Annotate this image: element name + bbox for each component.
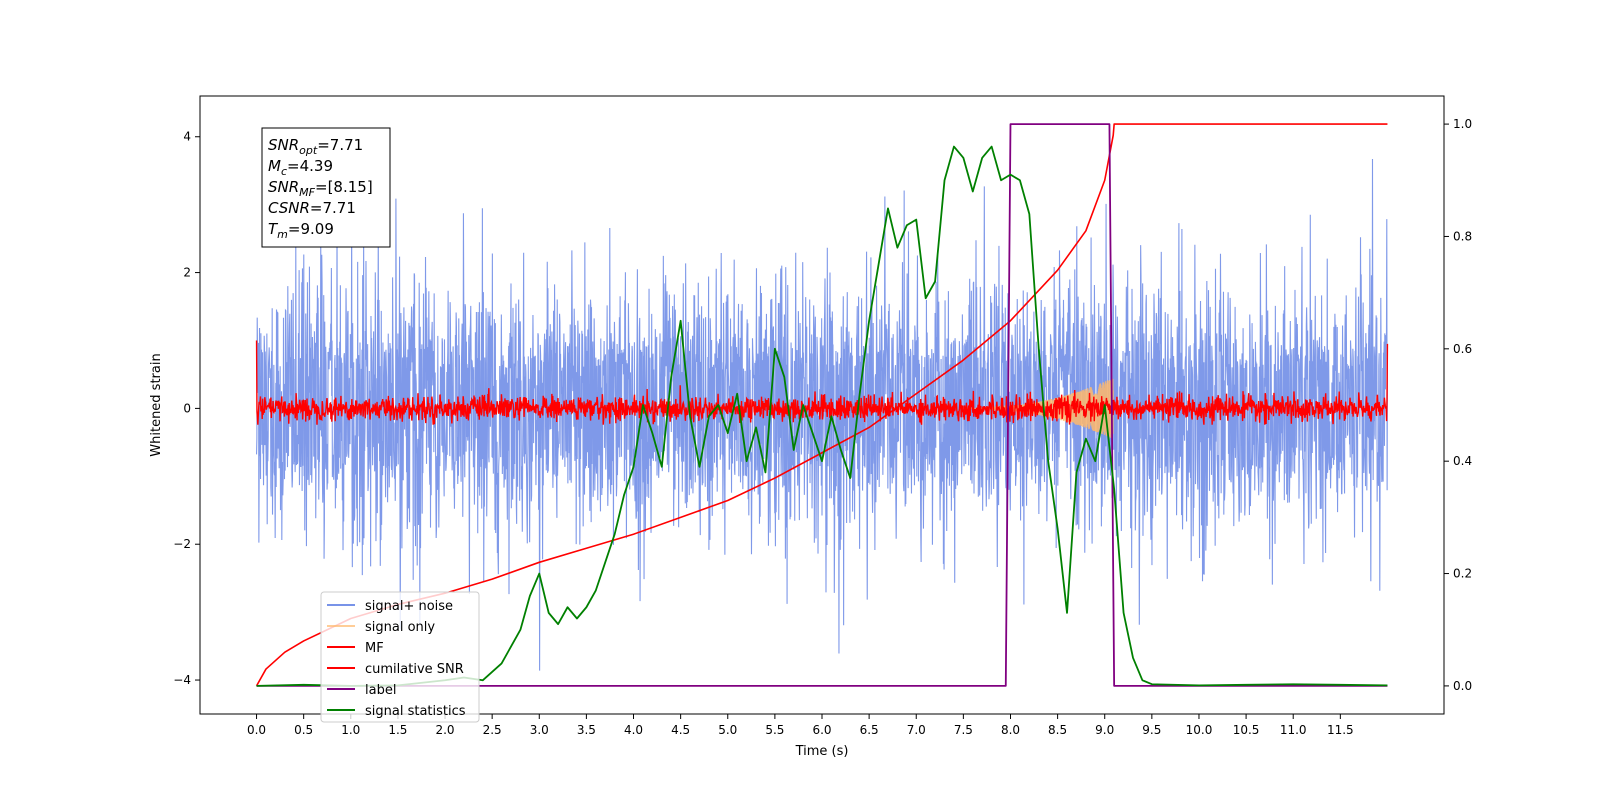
series-mf-line [255,340,1389,425]
x-axis-label: Time (s) [795,744,849,759]
y2-tick-label: 1.0 [1453,117,1472,131]
legend-label: signal statistics [365,704,466,719]
x-tick-label: 7.0 [907,723,926,737]
y2-tick-label: 0.4 [1453,454,1472,468]
x-tick-label: 6.0 [812,723,831,737]
y-tick-label: 2 [183,266,191,280]
legend-label: label [365,683,396,698]
x-tick-label: 10.5 [1233,723,1260,737]
x-tick-label: 2.0 [435,723,454,737]
y-tick-label: −2 [173,537,191,551]
y-axis: −4 −2 0 2 4 [173,130,200,687]
x-tick-label: 6.5 [860,723,879,737]
x-tick-label: 0.5 [294,723,313,737]
x-tick-label: 7.5 [954,723,973,737]
x-tick-label: 5.5 [765,723,784,737]
annotation-line: CSNR=7.71 [268,199,356,217]
y-tick-label: 4 [183,130,191,144]
x-tick-label: 0.0 [247,723,266,737]
y-tick-label: −4 [173,673,191,687]
x-tick-label: 8.5 [1048,723,1067,737]
legend-frame [320,591,480,723]
y2-tick-label: 0.0 [1453,679,1472,693]
x-axis: 0.0 0.5 1.0 1.5 2.0 2.5 3.0 3.5 4.0 4.5 5.0 5.5 6.0 6… [247,714,1354,737]
annotation-line: SNRMF=[8.15] [268,178,373,199]
y2-tick-label: 0.2 [1453,567,1472,581]
y-tick-label: 0 [183,401,191,415]
x-tick-label: 10.0 [1186,723,1213,737]
legend-label: signal only [365,620,435,635]
x-tick-label: 2.5 [483,723,502,737]
annotation-line: Mc=4.39 [268,157,333,178]
x-tick-label: 9.0 [1095,723,1114,737]
legend: signal+ noise signal only MF cumilative SNR… [320,591,480,723]
x-tick-label: 1.0 [341,723,360,737]
annotation-line: Tm=9.09 [268,220,334,241]
y2-tick-label: 0.6 [1453,342,1472,356]
x-tick-label: 11.0 [1280,723,1307,737]
x-tick-label: 3.0 [530,723,549,737]
legend-label: cumilative SNR [365,662,464,677]
x-tick-label: 3.5 [577,723,596,737]
y2-tick-label: 0.8 [1453,229,1472,243]
annotation-frame [261,127,391,248]
legend-label: MF [365,641,384,656]
x-tick-label: 11.5 [1327,723,1354,737]
annotation-line: SNRopt=7.71 [268,136,363,157]
series-signal-statistics-line [256,145,1388,687]
legend-label: signal+ noise [365,599,453,614]
series-signal-noise-line [256,159,1388,671]
x-tick-label: 4.0 [624,723,643,737]
x-tick-label: 5.0 [718,723,737,737]
x-tick-label: 1.5 [388,723,407,737]
x-tick-label: 9.5 [1142,723,1161,737]
x-tick-label: 8.0 [1001,723,1020,737]
y-axis-label: Whitened strain [149,353,164,456]
y2-axis: 0.0 0.2 0.4 0.6 0.8 1.0 [1444,117,1472,693]
x-tick-label: 4.5 [671,723,690,737]
series-label-line [256,123,1388,687]
